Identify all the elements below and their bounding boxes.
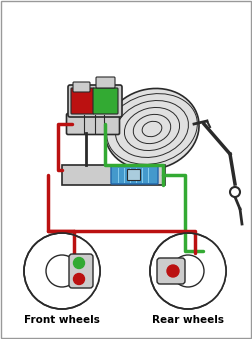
FancyBboxPatch shape xyxy=(96,77,115,88)
FancyBboxPatch shape xyxy=(69,254,93,288)
Text: Front wheels: Front wheels xyxy=(24,315,100,325)
FancyBboxPatch shape xyxy=(111,166,158,184)
FancyBboxPatch shape xyxy=(93,88,118,114)
Circle shape xyxy=(74,274,84,284)
FancyBboxPatch shape xyxy=(68,85,122,117)
Wedge shape xyxy=(62,238,100,304)
FancyBboxPatch shape xyxy=(71,88,94,114)
Wedge shape xyxy=(188,238,226,304)
FancyBboxPatch shape xyxy=(157,258,185,284)
Circle shape xyxy=(46,255,78,287)
Circle shape xyxy=(230,187,240,197)
Text: Rear wheels: Rear wheels xyxy=(152,315,224,325)
FancyBboxPatch shape xyxy=(67,114,119,135)
Circle shape xyxy=(74,258,84,268)
Circle shape xyxy=(24,233,100,309)
FancyBboxPatch shape xyxy=(128,170,141,180)
FancyBboxPatch shape xyxy=(73,82,90,92)
FancyBboxPatch shape xyxy=(62,165,165,185)
Circle shape xyxy=(167,265,179,277)
Ellipse shape xyxy=(105,88,199,170)
Circle shape xyxy=(172,255,204,287)
Circle shape xyxy=(150,233,226,309)
